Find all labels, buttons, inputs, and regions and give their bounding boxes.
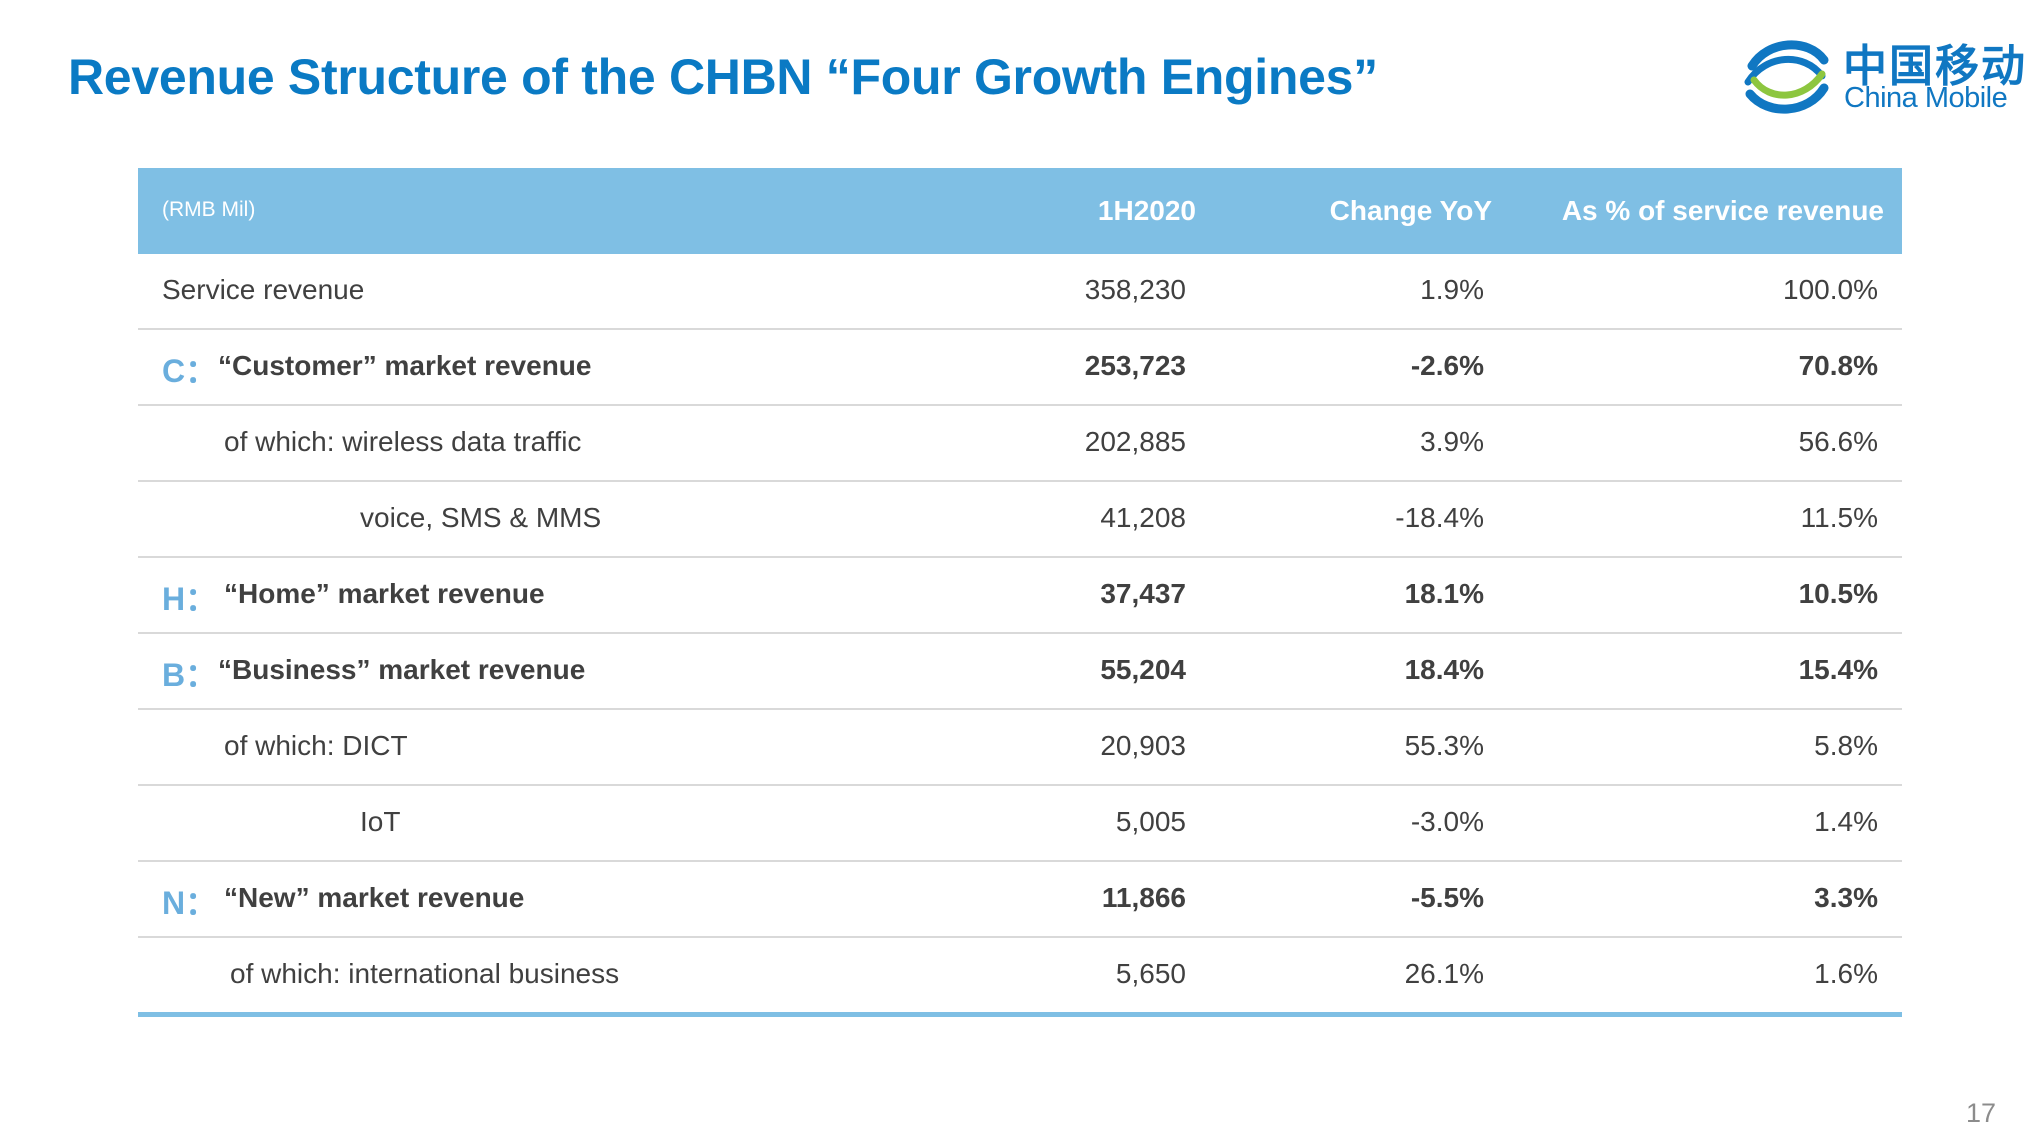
cell-share: 5.8% bbox=[1814, 730, 1878, 761]
cell-1h2020: 41,208 bbox=[1100, 502, 1186, 533]
table-row: Service revenue 358,230 1.9% 100.0% bbox=[138, 254, 1902, 330]
cell-1h2020: 11,866 bbox=[1101, 882, 1186, 913]
china-mobile-swirl-icon bbox=[1744, 40, 1829, 114]
segment-letter: B： bbox=[162, 657, 218, 693]
cell-1h2020: 37,437 bbox=[1100, 578, 1186, 609]
header-1h2020: 1H2020 bbox=[1097, 195, 1196, 226]
row-label: of which: international business bbox=[230, 958, 620, 989]
cell-share: 10.5% bbox=[1798, 578, 1878, 609]
table-row: of which: DICT 20,903 55.3% 5.8% bbox=[138, 710, 1902, 786]
row-label: voice, SMS & MMS bbox=[360, 502, 602, 533]
page-title: Revenue Structure of the CHBN “Four Grow… bbox=[68, 49, 1378, 105]
table-row: H： “Home” market revenue 37,437 18.1% 10… bbox=[138, 558, 1902, 634]
china-mobile-logo: 中国移动 China Mobile bbox=[1738, 30, 2025, 120]
header-share-of-service-revenue: As % of service revenue bbox=[1561, 195, 1884, 226]
cell-share: 15.4% bbox=[1798, 654, 1878, 685]
page-number: 17 bbox=[1966, 1098, 1997, 1128]
cell-change-yoy: 18.1% bbox=[1404, 578, 1484, 609]
table-header: (RMB Mil) 1H2020 Change YoY As % of serv… bbox=[138, 168, 1902, 254]
table-row: of which: international business 5,650 2… bbox=[138, 938, 1902, 1017]
segment-letter: C： bbox=[162, 353, 218, 389]
cell-change-yoy: 55.3% bbox=[1404, 730, 1484, 761]
table-row: B： “Business” market revenue 55,204 18.4… bbox=[138, 634, 1902, 710]
cell-change-yoy: 3.9% bbox=[1420, 426, 1484, 457]
row-label: “Customer” market revenue bbox=[218, 350, 592, 381]
unit-label: (RMB Mil) bbox=[162, 198, 256, 221]
row-label: “Home” market revenue bbox=[224, 578, 545, 609]
row-label: “New” market revenue bbox=[224, 882, 525, 913]
segment-letter: N： bbox=[162, 885, 218, 921]
row-label: Service revenue bbox=[162, 274, 365, 305]
cell-1h2020: 253,723 bbox=[1084, 350, 1186, 381]
logo-chinese-name: 中国移动 bbox=[1843, 42, 2027, 91]
table-row: voice, SMS & MMS 41,208 -18.4% 11.5% bbox=[138, 482, 1902, 558]
cell-change-yoy: -5.5% bbox=[1410, 882, 1484, 913]
cell-1h2020: 358,230 bbox=[1084, 274, 1186, 305]
row-label: of which: DICT bbox=[224, 730, 408, 761]
table-row: of which: wireless data traffic 202,885 … bbox=[138, 406, 1902, 482]
cell-change-yoy: -2.6% bbox=[1410, 350, 1484, 381]
table-row: IoT 5,005 -3.0% 1.4% bbox=[138, 786, 1902, 862]
revenue-table: (RMB Mil) 1H2020 Change YoY As % of serv… bbox=[138, 168, 1902, 1017]
cell-change-yoy: 18.4% bbox=[1404, 654, 1484, 685]
cell-1h2020: 5,005 bbox=[1115, 806, 1186, 837]
cell-1h2020: 20,903 bbox=[1100, 730, 1186, 761]
cell-1h2020: 202,885 bbox=[1084, 426, 1186, 457]
row-label: of which: wireless data traffic bbox=[224, 426, 582, 457]
cell-share: 1.6% bbox=[1814, 958, 1878, 989]
table-row: N： “New” market revenue 11,866 -5.5% 3.3… bbox=[138, 862, 1902, 938]
header-change-yoy: Change YoY bbox=[1329, 195, 1492, 226]
cell-share: 70.8% bbox=[1798, 350, 1878, 381]
cell-share: 56.6% bbox=[1798, 426, 1878, 457]
cell-change-yoy: -18.4% bbox=[1395, 502, 1484, 533]
cell-change-yoy: -3.0% bbox=[1410, 806, 1484, 837]
cell-share: 11.5% bbox=[1800, 502, 1878, 533]
row-label: IoT bbox=[360, 806, 401, 837]
cell-share: 1.4% bbox=[1814, 806, 1878, 837]
row-label: “Business” market revenue bbox=[218, 654, 586, 685]
cell-change-yoy: 1.9% bbox=[1420, 274, 1484, 305]
logo-english-name: China Mobile bbox=[1844, 82, 2008, 114]
cell-change-yoy: 26.1% bbox=[1404, 958, 1484, 989]
cell-1h2020: 5,650 bbox=[1115, 958, 1186, 989]
table-row: C： “Customer” market revenue 253,723 -2.… bbox=[138, 330, 1902, 406]
cell-share: 3.3% bbox=[1814, 882, 1878, 913]
cell-1h2020: 55,204 bbox=[1100, 654, 1186, 685]
cell-share: 100.0% bbox=[1783, 274, 1878, 305]
segment-letter: H： bbox=[162, 581, 218, 617]
